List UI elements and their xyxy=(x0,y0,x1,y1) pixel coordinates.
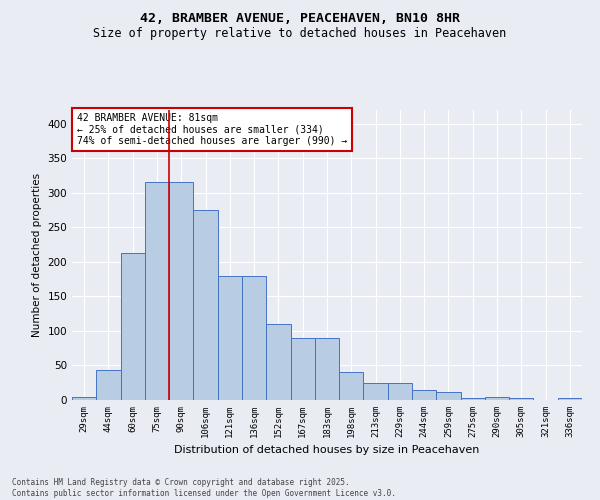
Bar xyxy=(315,338,339,400)
Y-axis label: Number of detached properties: Number of detached properties xyxy=(32,173,42,337)
Bar xyxy=(412,390,436,400)
Bar xyxy=(121,253,145,400)
Bar xyxy=(461,398,485,400)
Bar xyxy=(290,338,315,400)
Text: Contains HM Land Registry data © Crown copyright and database right 2025.
Contai: Contains HM Land Registry data © Crown c… xyxy=(12,478,396,498)
Text: 42, BRAMBER AVENUE, PEACEHAVEN, BN10 8HR: 42, BRAMBER AVENUE, PEACEHAVEN, BN10 8HR xyxy=(140,12,460,26)
Bar xyxy=(509,398,533,400)
Bar xyxy=(169,182,193,400)
Bar xyxy=(436,392,461,400)
Bar xyxy=(485,396,509,400)
Bar xyxy=(339,372,364,400)
Bar xyxy=(266,324,290,400)
Bar xyxy=(364,382,388,400)
Bar xyxy=(145,182,169,400)
Text: 42 BRAMBER AVENUE: 81sqm
← 25% of detached houses are smaller (334)
74% of semi-: 42 BRAMBER AVENUE: 81sqm ← 25% of detach… xyxy=(77,113,347,146)
X-axis label: Distribution of detached houses by size in Peacehaven: Distribution of detached houses by size … xyxy=(175,446,479,456)
Bar xyxy=(193,210,218,400)
Bar xyxy=(72,397,96,400)
Bar xyxy=(242,276,266,400)
Text: Size of property relative to detached houses in Peacehaven: Size of property relative to detached ho… xyxy=(94,28,506,40)
Bar xyxy=(388,382,412,400)
Bar xyxy=(96,370,121,400)
Bar xyxy=(558,398,582,400)
Bar xyxy=(218,276,242,400)
